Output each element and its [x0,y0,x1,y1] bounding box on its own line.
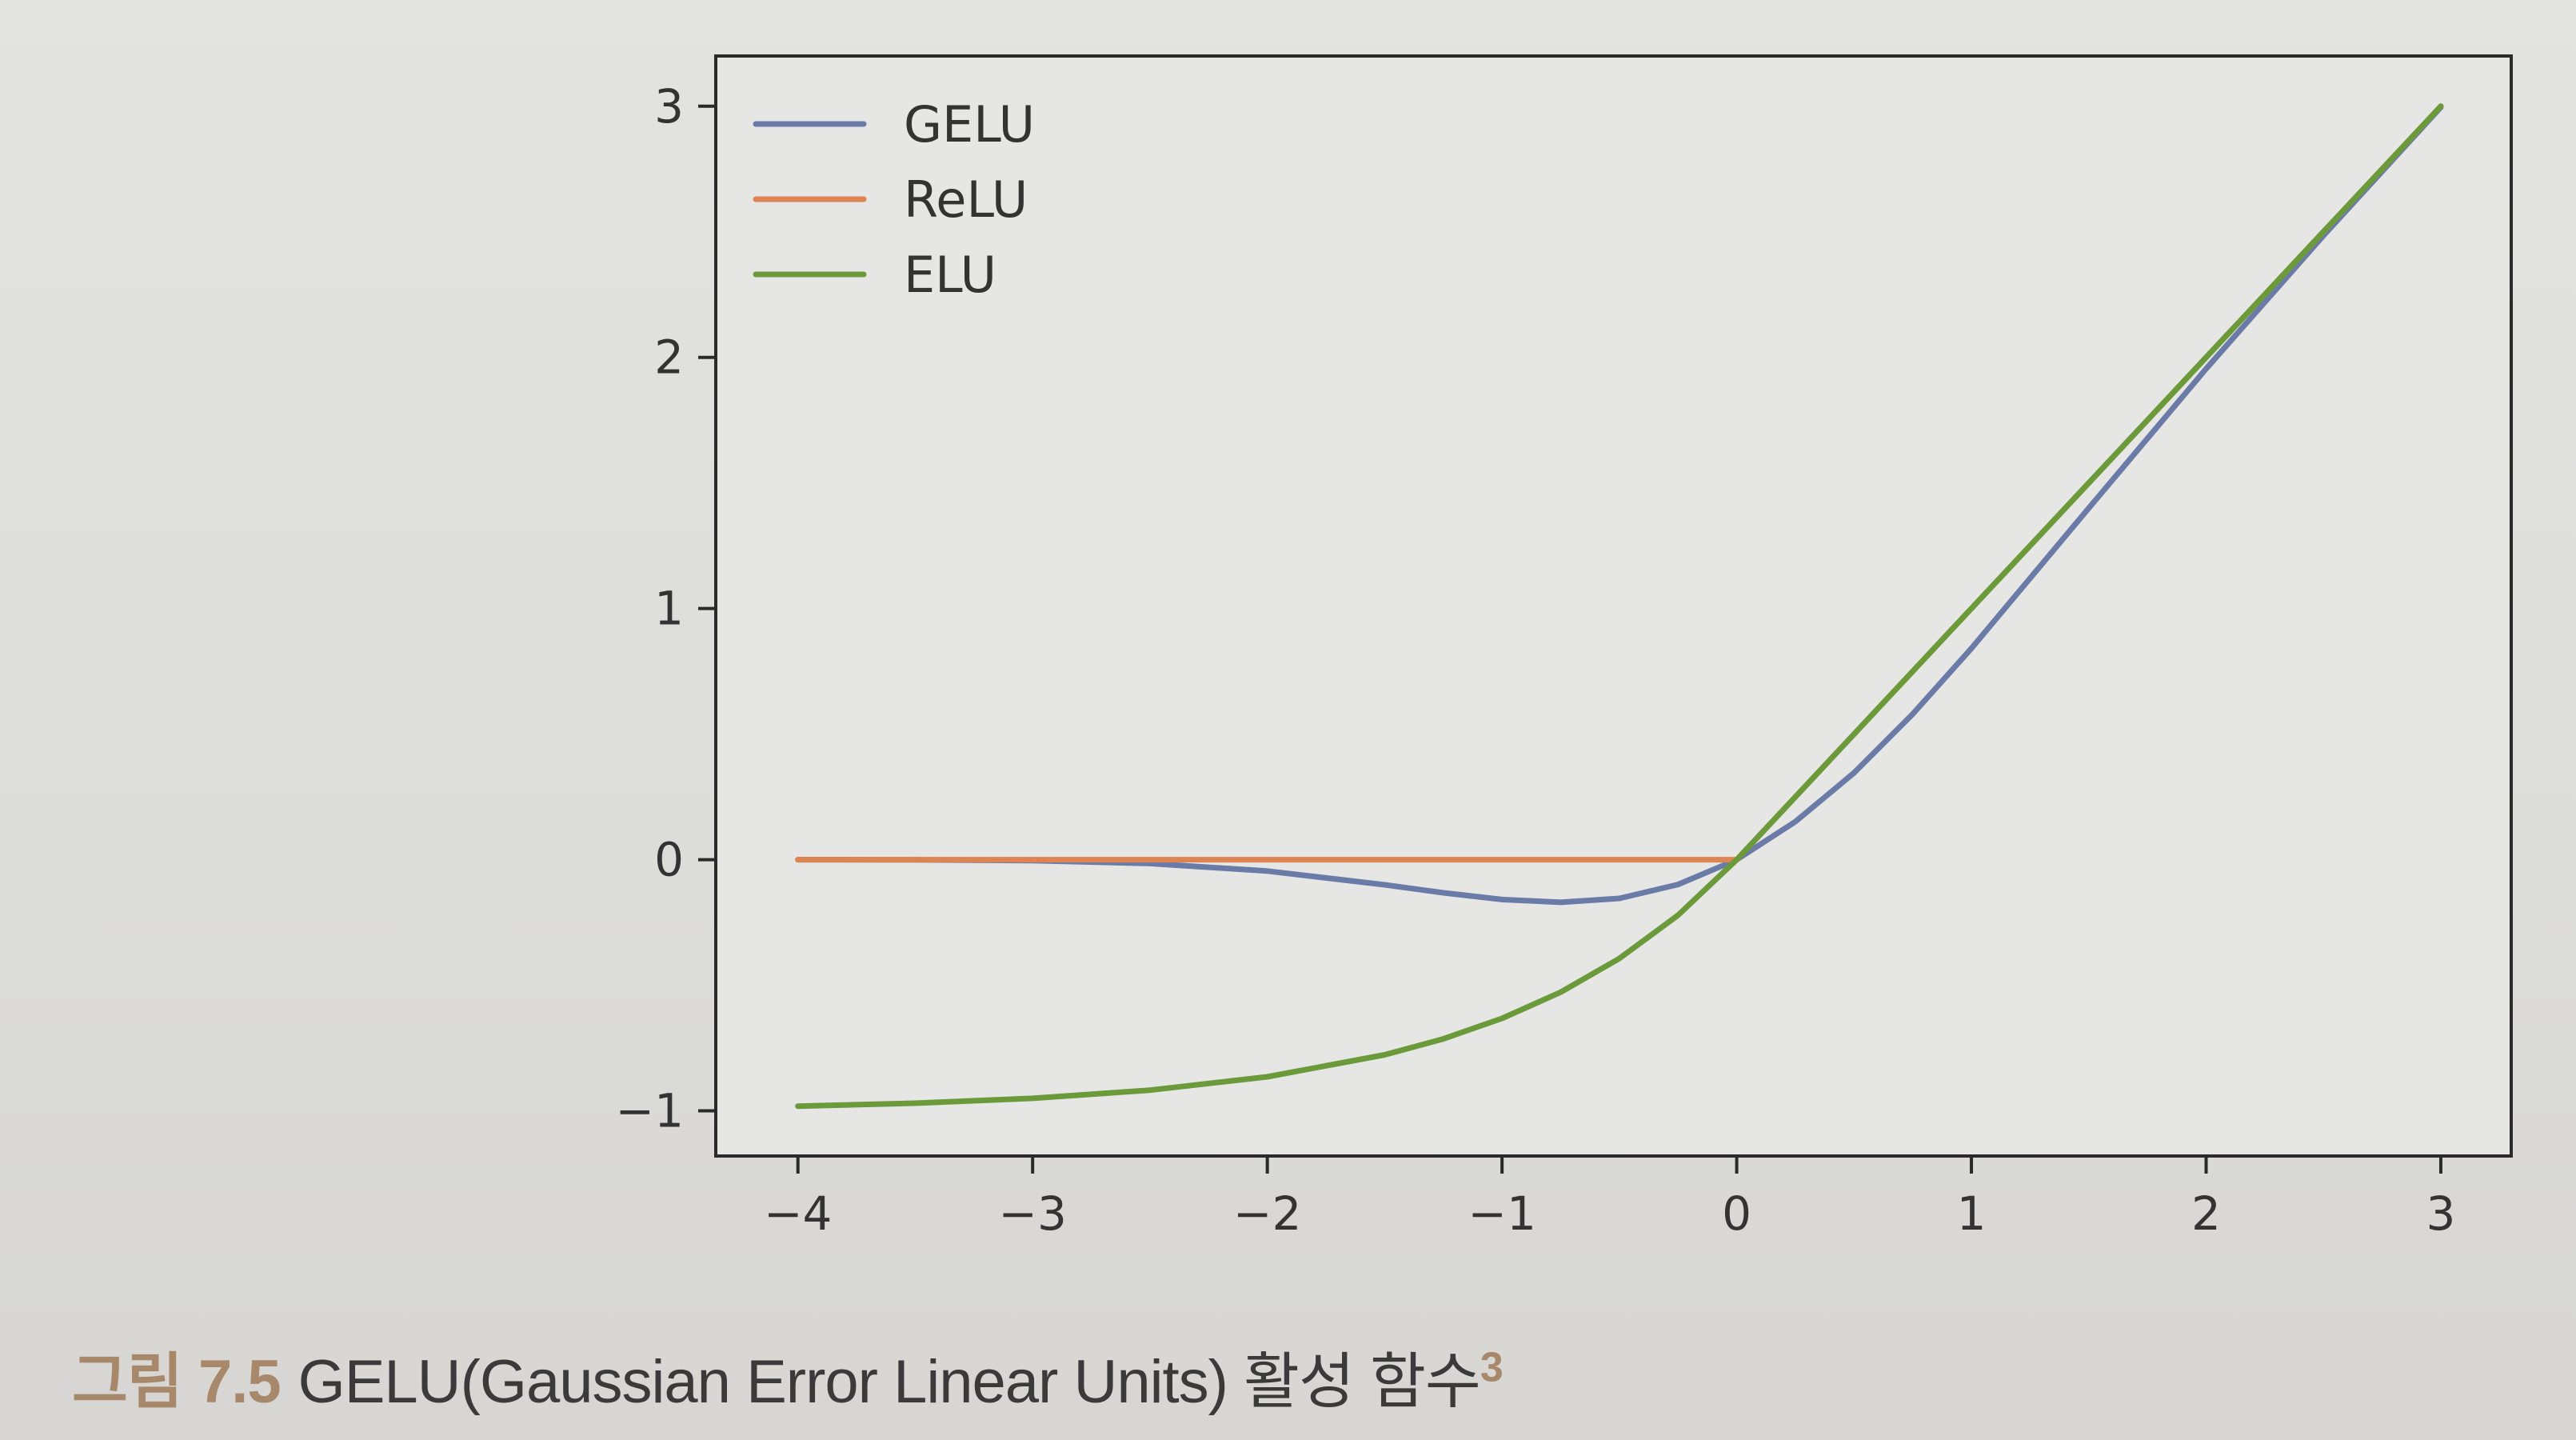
plot-frame [714,54,2513,1158]
x-tick-label: 0 [1722,1186,1751,1241]
series-layer [795,103,2444,1110]
legend: GELU ReLU ELU [753,95,1035,304]
plot-area-background [716,56,2511,1156]
caption-text: GELU(Gaussian Error Linear Units) 활성 함수 [298,1348,1481,1416]
caption-footnote-marker: 3 [1480,1344,1504,1391]
x-tick-label: −3 [998,1186,1067,1241]
y-tick-label: 3 [654,79,684,134]
x-tick-label: −1 [1468,1186,1536,1241]
caption-figure-number: 그림 7.5 [72,1348,282,1416]
legend-label-gelu: GELU [904,95,1035,154]
figure-caption: 그림 7.5 GELU(Gaussian Error Linear Units) … [72,1332,1504,1420]
y-tick-label: 2 [654,330,684,385]
x-tick-label: 3 [2426,1186,2456,1241]
x-tick-label: −4 [764,1186,833,1241]
y-tick-label: 0 [654,833,684,887]
x-tick-label: 1 [1957,1186,1987,1241]
series-line-elu [795,103,2444,1110]
legend-label-elu: ELU [904,246,996,304]
legend-label-relu: ReLU [904,170,1028,229]
x-axis: −4 −3 −2 −1 0 1 2 3 [764,1156,2455,1241]
series-line-gelu [795,104,2444,906]
y-tick-label: 1 [654,582,684,636]
y-axis: −1 0 1 2 3 [616,79,716,1138]
x-tick-label: 2 [2191,1186,2221,1241]
y-tick-label: −1 [616,1083,685,1138]
x-tick-label: −2 [1233,1186,1302,1241]
